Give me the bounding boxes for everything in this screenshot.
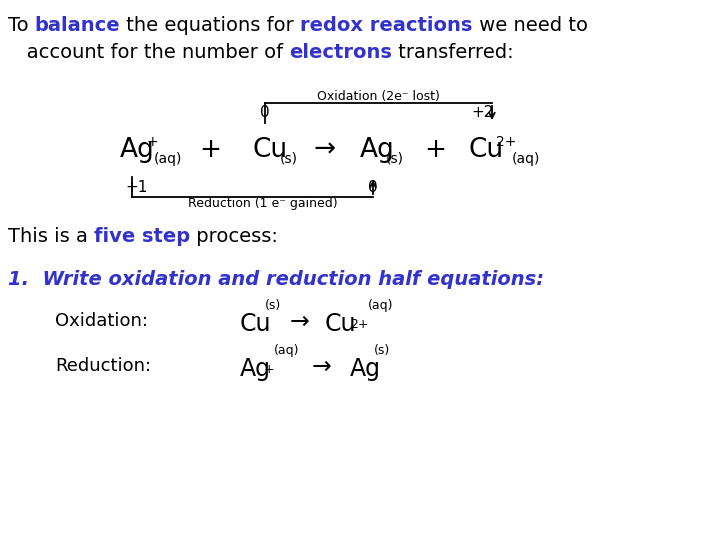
Text: →: → xyxy=(290,310,310,334)
Text: This is a: This is a xyxy=(8,227,94,246)
Text: +: + xyxy=(199,137,221,163)
Text: +: + xyxy=(264,363,274,376)
Text: five step: five step xyxy=(94,227,190,246)
Text: →: → xyxy=(312,355,332,379)
Text: +2: +2 xyxy=(472,105,494,120)
Text: Cu: Cu xyxy=(468,137,503,163)
Text: Reduction:: Reduction: xyxy=(55,357,151,375)
Text: +: + xyxy=(146,135,158,149)
Text: balance: balance xyxy=(35,16,120,35)
Text: transferred:: transferred: xyxy=(392,43,514,62)
Text: →: → xyxy=(314,137,336,163)
Text: (aq): (aq) xyxy=(368,299,394,312)
Text: Ag: Ag xyxy=(120,137,155,163)
Text: (s): (s) xyxy=(265,299,282,312)
Text: (aq): (aq) xyxy=(154,152,182,166)
Text: Ag: Ag xyxy=(350,357,381,381)
Text: 0: 0 xyxy=(368,180,378,195)
Text: process:: process: xyxy=(190,227,278,246)
Text: +: + xyxy=(424,137,446,163)
Text: Oxidation (2e⁻ lost): Oxidation (2e⁻ lost) xyxy=(317,90,440,103)
Text: account for the number of: account for the number of xyxy=(8,43,289,62)
Text: (s): (s) xyxy=(386,152,404,166)
Text: (aq): (aq) xyxy=(512,152,541,166)
Text: Cu: Cu xyxy=(325,312,356,336)
Text: +1: +1 xyxy=(125,180,148,195)
Text: redox reactions: redox reactions xyxy=(300,16,473,35)
Text: 2+: 2+ xyxy=(496,135,516,149)
Text: (aq): (aq) xyxy=(274,344,300,357)
Text: Cu: Cu xyxy=(240,312,271,336)
Text: 1.  Write oxidation and reduction half equations:: 1. Write oxidation and reduction half eq… xyxy=(8,270,544,289)
Text: Cu: Cu xyxy=(252,137,287,163)
Text: (s): (s) xyxy=(374,344,390,357)
Text: (s): (s) xyxy=(280,152,298,166)
Text: we need to: we need to xyxy=(473,16,588,35)
Text: Ag: Ag xyxy=(240,357,271,381)
Text: electrons: electrons xyxy=(289,43,392,62)
Text: 0: 0 xyxy=(260,105,270,120)
Text: Reduction (1 e⁻ gained): Reduction (1 e⁻ gained) xyxy=(188,197,337,210)
Text: the equations for: the equations for xyxy=(120,16,300,35)
Text: 2+: 2+ xyxy=(350,318,369,331)
Text: To: To xyxy=(8,16,35,35)
Text: Ag: Ag xyxy=(360,137,395,163)
Text: Oxidation:: Oxidation: xyxy=(55,312,148,330)
